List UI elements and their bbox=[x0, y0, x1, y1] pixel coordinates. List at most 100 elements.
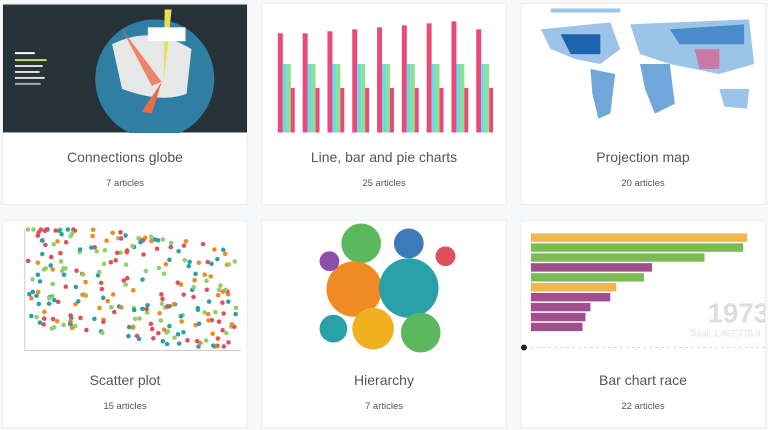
card-line-bar-pie-charts[interactable]: Line, bar and pie charts 25 articles bbox=[261, 3, 507, 205]
article-count: 7 articles bbox=[364, 401, 403, 412]
thumb-bar bbox=[451, 21, 457, 133]
thumb-point bbox=[38, 227, 44, 232]
thumb-point bbox=[196, 344, 201, 349]
thumb-point bbox=[29, 295, 34, 301]
thumb-point bbox=[113, 258, 118, 263]
thumb-point bbox=[154, 246, 160, 252]
thumb-point bbox=[178, 314, 184, 319]
thumb-point bbox=[47, 296, 52, 301]
thumb-point bbox=[182, 257, 188, 263]
projection-map-thumbnail bbox=[521, 4, 765, 133]
thumb-point bbox=[194, 338, 200, 344]
card-projection-map[interactable]: Projection map 20 articles bbox=[520, 3, 766, 205]
thumb-point bbox=[176, 248, 181, 254]
thumb-point bbox=[215, 292, 221, 298]
thumb-bar bbox=[456, 64, 461, 133]
article-count: 22 articles bbox=[621, 401, 665, 412]
thumb-point bbox=[100, 295, 106, 301]
card-bar-chart-race[interactable]: 1973 Total: 1,467,775,8 Bar chart race 2… bbox=[520, 220, 766, 428]
thumb-point bbox=[229, 322, 235, 327]
thumb-point bbox=[39, 251, 45, 257]
scatter-plot-thumbnail bbox=[3, 221, 247, 356]
thumb-point bbox=[233, 311, 238, 317]
race-total: Total: 1,467,775,8 bbox=[690, 329, 761, 339]
thumb-point bbox=[77, 247, 83, 252]
thumb-bar bbox=[377, 27, 383, 133]
thumb-point bbox=[55, 239, 60, 244]
thumb-point bbox=[67, 321, 73, 327]
thumb-point bbox=[130, 287, 136, 293]
thumb-point bbox=[210, 331, 215, 336]
thumb-point bbox=[119, 305, 124, 310]
thumb-point bbox=[50, 316, 56, 322]
thumb-bar bbox=[460, 64, 465, 133]
thumb-point bbox=[159, 301, 165, 306]
thumb-point bbox=[165, 304, 170, 309]
thumb-point bbox=[220, 247, 226, 253]
thumb-point bbox=[196, 321, 202, 327]
thumb-bar bbox=[426, 23, 432, 133]
thumb-bar bbox=[389, 87, 394, 133]
thumb-point bbox=[205, 259, 211, 265]
thumb-point bbox=[137, 316, 142, 321]
thumb-point bbox=[61, 322, 66, 328]
thumb-point bbox=[46, 301, 52, 306]
race-bar bbox=[530, 243, 744, 252]
thumb-point bbox=[165, 329, 171, 334]
thumb-point bbox=[202, 310, 207, 315]
thumb-point bbox=[222, 251, 228, 257]
thumb-point bbox=[98, 280, 104, 286]
thumb-bar bbox=[352, 29, 358, 133]
thumb-point bbox=[68, 313, 73, 318]
thumb-bar bbox=[464, 87, 469, 133]
thumb-point bbox=[145, 303, 150, 308]
hierarchy-thumbnail bbox=[262, 221, 506, 356]
race-year: 1973 bbox=[707, 298, 765, 329]
thumb-point bbox=[213, 309, 218, 315]
thumb-point bbox=[89, 245, 94, 250]
article-count: 20 articles bbox=[621, 178, 665, 189]
thumb-point bbox=[202, 272, 207, 278]
thumb-bar bbox=[481, 64, 486, 133]
card-hierarchy[interactable]: Hierarchy 7 articles bbox=[261, 220, 507, 428]
thumb-point bbox=[151, 336, 156, 341]
thumb-point bbox=[118, 236, 124, 241]
thumb-point bbox=[132, 316, 138, 322]
thumb-point bbox=[97, 269, 102, 275]
card-title: Hierarchy bbox=[354, 372, 414, 388]
thumb-point bbox=[206, 318, 211, 323]
thumb-point bbox=[185, 338, 190, 343]
thumb-point bbox=[226, 299, 231, 304]
thumb-point bbox=[35, 272, 41, 278]
thumb-point bbox=[226, 262, 232, 267]
thumb-point bbox=[126, 333, 131, 339]
thumb-point bbox=[149, 238, 154, 244]
thumb-bar bbox=[361, 64, 366, 133]
thumb-point bbox=[206, 311, 211, 317]
thumb-point bbox=[69, 325, 75, 331]
thumb-point bbox=[50, 267, 55, 272]
thumb-bar bbox=[290, 87, 295, 133]
thumb-point bbox=[100, 330, 105, 336]
thumb-point bbox=[54, 318, 60, 324]
thumb-point bbox=[57, 228, 62, 234]
thumb-point bbox=[144, 310, 150, 315]
thumb-point bbox=[167, 323, 172, 329]
thumb-point bbox=[193, 322, 198, 328]
thumb-point bbox=[226, 340, 231, 345]
thumb-point bbox=[210, 343, 216, 348]
thumb-point bbox=[204, 278, 209, 284]
race-bar bbox=[530, 263, 652, 272]
thumb-point bbox=[131, 307, 137, 313]
thumb-point bbox=[172, 335, 177, 340]
card-scatter-plot[interactable]: Scatter plot 15 articles bbox=[2, 220, 248, 428]
thumb-point bbox=[118, 250, 123, 255]
thumb-point bbox=[35, 289, 41, 295]
thumb-point bbox=[104, 238, 109, 243]
thumb-point bbox=[181, 292, 186, 297]
thumb-point bbox=[35, 233, 41, 238]
thumb-point bbox=[158, 318, 164, 323]
thumb-point bbox=[71, 227, 76, 232]
card-connections-globe[interactable]: Connections globe 7 articles bbox=[2, 3, 248, 205]
thumb-point bbox=[25, 258, 31, 264]
